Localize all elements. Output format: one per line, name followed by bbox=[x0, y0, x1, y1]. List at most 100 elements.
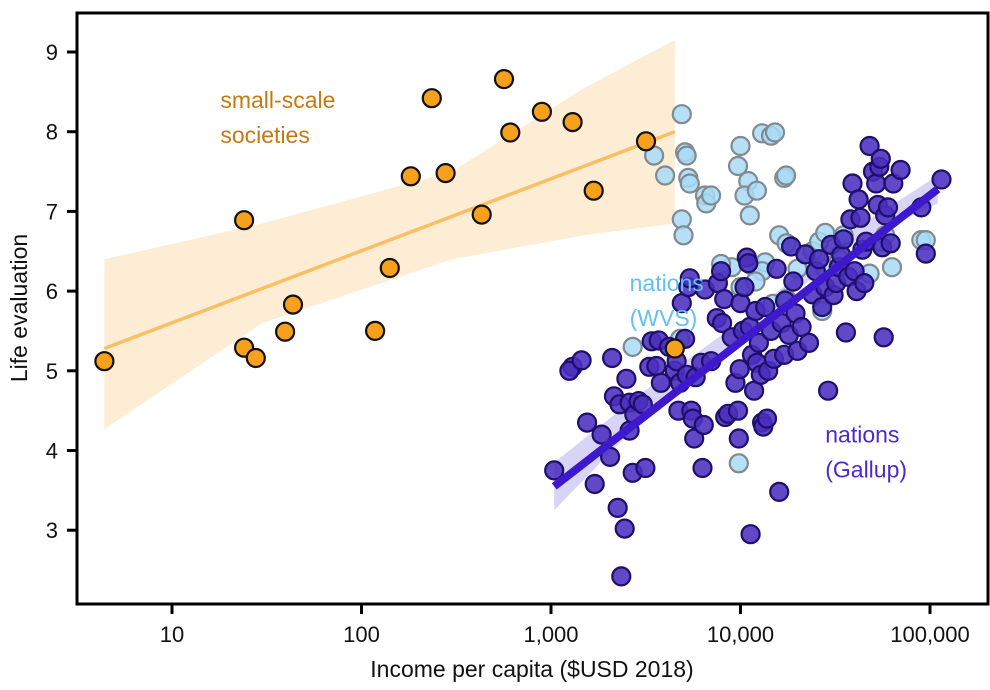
wvs-label-line: nations bbox=[630, 270, 704, 296]
gallup-point bbox=[738, 253, 759, 274]
gallup-label-line: nations bbox=[825, 422, 899, 448]
gallup-point bbox=[614, 518, 635, 539]
small-scale-point bbox=[435, 163, 456, 184]
wvs-point bbox=[622, 336, 643, 357]
gallup-point bbox=[808, 249, 830, 270]
gallup-point bbox=[854, 273, 875, 294]
x-tick-label: 10,000 bbox=[707, 622, 774, 647]
gallup-point bbox=[635, 457, 656, 479]
y-tick-label: 5 bbox=[46, 359, 58, 384]
small-scale-point bbox=[400, 166, 421, 187]
small-scale-label: small-scale societies bbox=[220, 87, 335, 148]
fit-lines bbox=[103, 130, 676, 351]
gallup-point bbox=[571, 350, 592, 371]
wvs-point bbox=[728, 453, 749, 474]
gallup-point bbox=[576, 412, 598, 433]
gallup-point bbox=[727, 400, 749, 421]
small-scale-point bbox=[531, 101, 553, 122]
small-scale-point bbox=[282, 294, 304, 315]
wvs-point bbox=[673, 225, 694, 246]
y-axis-title: Life evaluation bbox=[6, 234, 32, 382]
x-tick-label: 10 bbox=[160, 622, 184, 647]
small-scale-ci-band bbox=[104, 40, 675, 429]
y-tick-label: 8 bbox=[46, 120, 58, 145]
gallup-point bbox=[783, 271, 804, 292]
small-scale-fit-line bbox=[103, 130, 676, 351]
wvs-point bbox=[730, 135, 751, 157]
gallup-label: nations (Gallup) bbox=[825, 422, 907, 483]
gallup-point bbox=[646, 355, 667, 377]
gallup-point bbox=[766, 258, 787, 279]
x-axis-ticks: 10 100 1,000 10,000 100,000 bbox=[160, 604, 970, 647]
y-tick-label: 9 bbox=[46, 40, 58, 65]
y-tick-label: 3 bbox=[46, 518, 58, 543]
y-tick-label: 4 bbox=[46, 439, 58, 464]
small-scale-point bbox=[493, 68, 515, 90]
gallup-point bbox=[584, 473, 605, 495]
small-scale-point bbox=[471, 204, 492, 225]
gallup-point bbox=[544, 460, 565, 481]
gallup-point bbox=[812, 296, 833, 318]
gallup-point bbox=[734, 277, 755, 298]
annotations: small-scale societies nations (WVS) nations (… bbox=[220, 87, 907, 483]
gallup-point bbox=[601, 347, 623, 369]
gallup-point bbox=[611, 566, 632, 587]
gallup-point bbox=[607, 497, 628, 518]
small-scale-point bbox=[664, 338, 685, 359]
gallup-point bbox=[748, 332, 770, 353]
wvs-point bbox=[746, 180, 768, 201]
gallup-points bbox=[544, 135, 952, 587]
gallup-point bbox=[931, 169, 952, 190]
gallup-point bbox=[729, 359, 750, 380]
gallup-point bbox=[650, 372, 672, 393]
gallup-point bbox=[817, 380, 839, 401]
small-scale-point bbox=[275, 321, 296, 342]
gallup-point bbox=[870, 148, 891, 169]
gallup-point bbox=[710, 261, 732, 282]
wvs-point bbox=[739, 205, 760, 226]
gallup-point bbox=[833, 229, 854, 250]
gallup-point bbox=[769, 481, 790, 502]
gallup-point bbox=[756, 408, 778, 429]
gallup-point bbox=[679, 268, 700, 289]
gallup-point bbox=[850, 207, 871, 228]
small-scale-point bbox=[379, 257, 400, 279]
wvs-point bbox=[727, 155, 749, 177]
small-scale-point bbox=[583, 180, 604, 201]
small-scale-label-line: small-scale bbox=[220, 87, 335, 113]
gallup-point bbox=[740, 524, 761, 545]
gallup-point bbox=[880, 233, 901, 254]
wvs-point bbox=[775, 165, 797, 186]
small-scale-point bbox=[245, 347, 266, 369]
gallup-point bbox=[798, 332, 820, 353]
small-scale-points bbox=[94, 68, 685, 372]
small-scale-point bbox=[500, 122, 521, 143]
gallup-fit-line bbox=[551, 185, 941, 490]
gallup-point bbox=[859, 135, 880, 157]
x-tick-label: 100 bbox=[343, 622, 380, 647]
small-scale-point bbox=[421, 88, 442, 109]
y-axis-ticks: 3 4 5 6 7 8 9 bbox=[46, 40, 77, 543]
gallup-point bbox=[714, 289, 735, 310]
plot-frame bbox=[75, 11, 990, 606]
x-axis-title: Income per capita ($USD 2018) bbox=[370, 656, 693, 682]
wvs-label-line: (WVS) bbox=[630, 305, 698, 331]
gallup-point bbox=[848, 189, 869, 210]
gallup-point bbox=[915, 243, 936, 264]
small-scale-point bbox=[635, 131, 657, 152]
gallup-point bbox=[711, 312, 733, 334]
gallup-point bbox=[890, 159, 911, 181]
gallup-point bbox=[835, 322, 857, 343]
gallup-point bbox=[877, 197, 899, 218]
wvs-point bbox=[676, 145, 697, 166]
x-tick-label: 100,000 bbox=[890, 622, 970, 647]
wvs-point bbox=[881, 257, 903, 278]
wvs-point bbox=[679, 173, 700, 194]
wvs-label: nations (WVS) bbox=[630, 270, 704, 331]
gallup-ci-band bbox=[554, 175, 938, 511]
gallup-point bbox=[616, 368, 637, 389]
gallup-point bbox=[873, 327, 894, 348]
gallup-point bbox=[728, 428, 749, 449]
gallup-label-line: (Gallup) bbox=[825, 457, 907, 483]
